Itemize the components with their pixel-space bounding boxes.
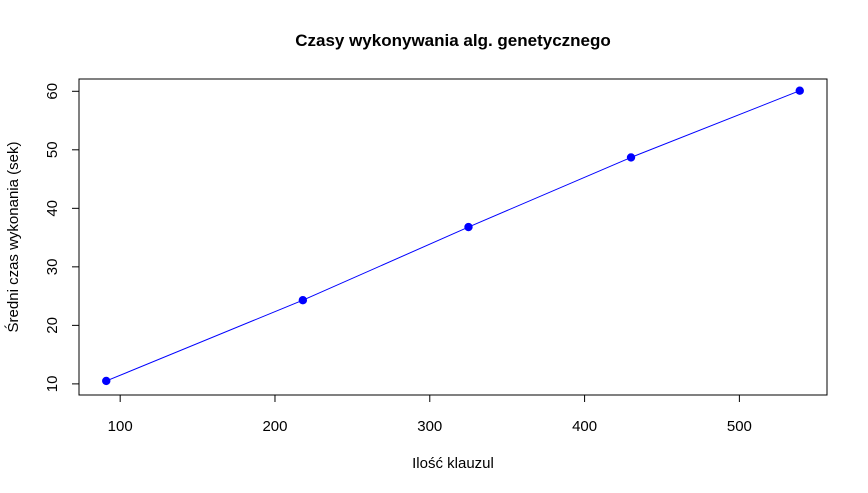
x-tick-label: 200: [262, 418, 287, 435]
data-point: [298, 296, 308, 305]
x-tick-label: 500: [727, 418, 752, 435]
data-point: [464, 222, 473, 232]
y-axis: 10 20 30 40 50 60: [44, 83, 80, 393]
x-tick-label: 100: [108, 418, 133, 435]
y-tick-label: 20: [44, 317, 61, 334]
chart-title: Czasy wykonywania alg. genetycznego: [295, 31, 611, 50]
y-tick-label: 50: [44, 141, 61, 158]
y-tick-label: 10: [44, 376, 61, 393]
y-tick-label: 60: [44, 83, 61, 100]
x-axis-label: Ilość klauzul: [412, 455, 494, 472]
series-line: [106, 90, 800, 382]
data-point: [102, 376, 111, 386]
data-point: [626, 153, 636, 162]
x-tick-label: 400: [572, 418, 597, 435]
data-point: [795, 86, 804, 95]
y-tick-label: 40: [44, 200, 61, 217]
x-axis: 100 200 300 400 500: [108, 394, 752, 435]
x-tick-label: 300: [417, 418, 442, 435]
y-axis-label: Średni czas wykonania (sek): [4, 142, 22, 333]
plot-frame: [78, 78, 828, 396]
series-layer: [102, 86, 804, 386]
y-tick-label: 30: [44, 259, 61, 276]
